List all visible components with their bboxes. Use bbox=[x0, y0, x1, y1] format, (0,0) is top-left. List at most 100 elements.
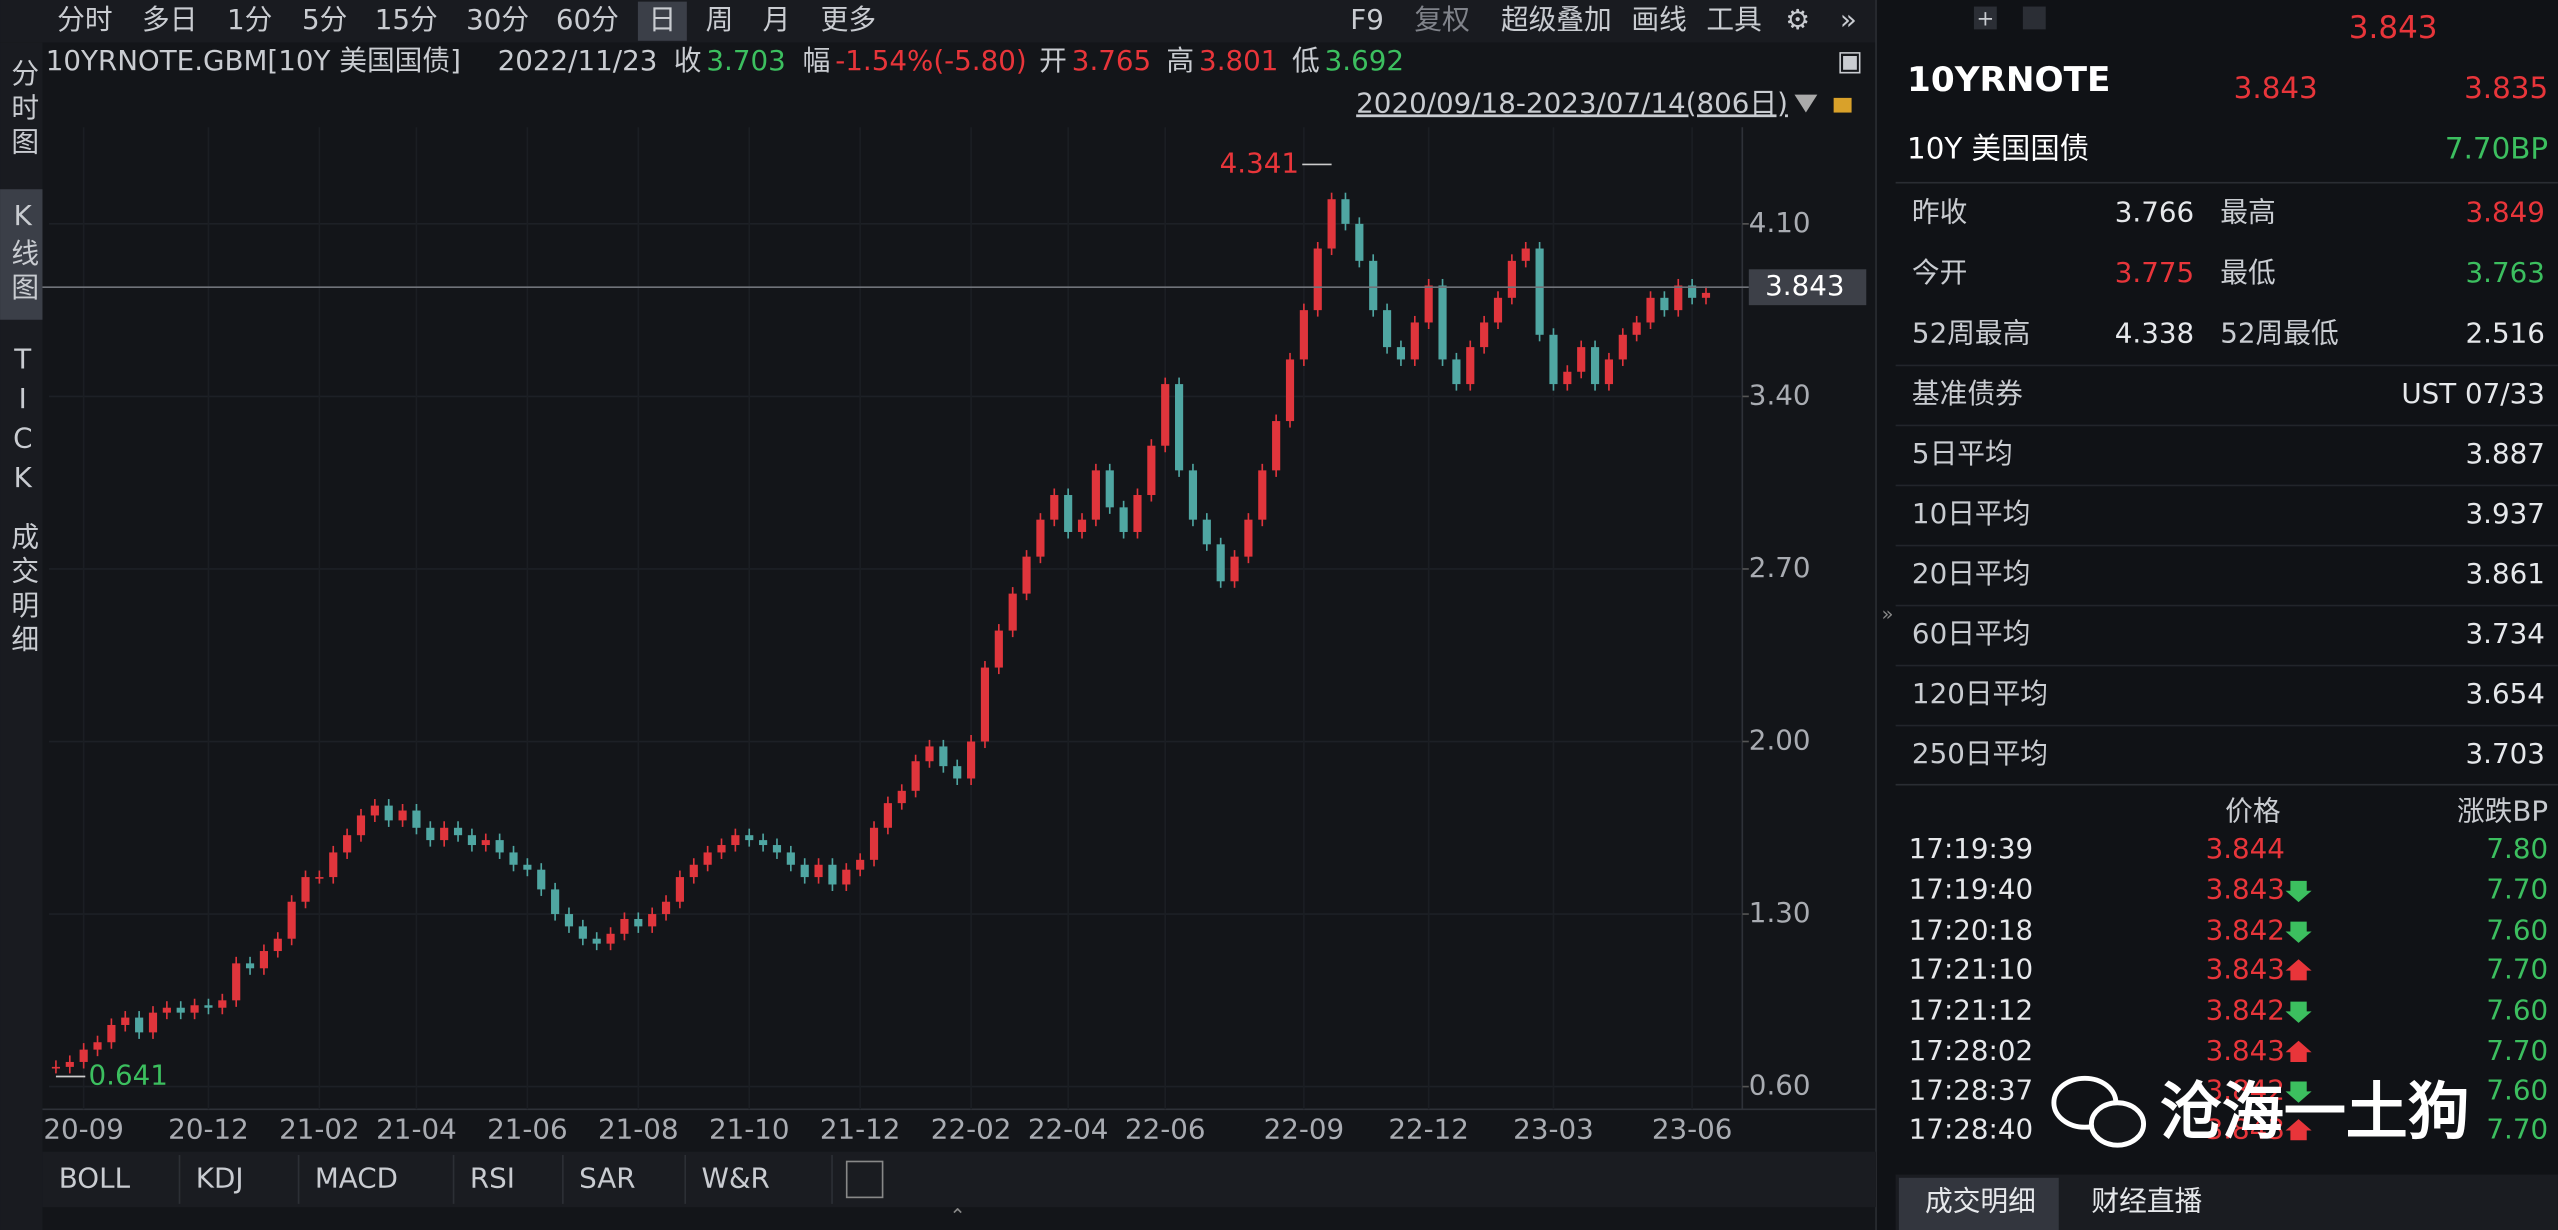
tool-button[interactable]: 画线 bbox=[1631, 3, 1686, 36]
active-tab bbox=[637, 1, 687, 41]
gear-icon[interactable]: ⚙ bbox=[1785, 3, 1810, 36]
down-arrow bbox=[2285, 1001, 2312, 1023]
expand-up[interactable]: ⌃ bbox=[949, 1204, 965, 1227]
candle bbox=[1022, 556, 1031, 594]
period-tab[interactable]: 60分 bbox=[556, 3, 619, 36]
candle bbox=[204, 1005, 213, 1008]
period-tab[interactable]: 多日 bbox=[142, 3, 197, 36]
expand-handle[interactable]: » bbox=[1881, 603, 1893, 626]
tool-button[interactable]: 超级叠加 bbox=[1501, 3, 1612, 36]
panel-symbol: 10YRNOTE bbox=[1907, 60, 2110, 100]
stat-value: 3.766 bbox=[2115, 196, 2194, 229]
candle bbox=[1507, 260, 1516, 298]
candle bbox=[1660, 297, 1669, 311]
range-dropdown[interactable] bbox=[1794, 94, 1818, 113]
x-tick-label: 22-04 bbox=[1028, 1112, 1109, 1145]
side-tab[interactable]: 分时图 bbox=[6, 59, 39, 162]
candle bbox=[1618, 334, 1627, 360]
field-value: 3.692 bbox=[1325, 44, 1404, 77]
candle bbox=[1396, 347, 1406, 360]
indicator-tab[interactable]: SAR bbox=[579, 1161, 635, 1194]
candle bbox=[856, 859, 865, 870]
row-value: 3.734 bbox=[2466, 617, 2545, 650]
indicator-tab[interactable]: W&R bbox=[702, 1161, 770, 1194]
candle bbox=[883, 803, 892, 828]
x-tick-label: 22-06 bbox=[1125, 1112, 1206, 1145]
candle bbox=[939, 746, 948, 767]
row-label: 60日平均 bbox=[1912, 617, 2030, 650]
layout-icon[interactable]: ▣ bbox=[1837, 44, 1863, 77]
candle bbox=[121, 1017, 130, 1025]
period-tab[interactable]: 日 bbox=[649, 3, 677, 36]
tick-bp: 7.70 bbox=[2486, 1112, 2548, 1145]
period-tab[interactable]: 1分 bbox=[227, 3, 272, 36]
stat-value: 4.338 bbox=[2115, 316, 2194, 349]
candle bbox=[731, 835, 740, 846]
indicator-tab[interactable]: MACD bbox=[315, 1161, 398, 1194]
candle bbox=[717, 845, 726, 853]
active-panel-tab bbox=[1898, 1177, 2059, 1230]
period-tab[interactable]: 15分 bbox=[375, 3, 438, 36]
candle bbox=[481, 840, 490, 846]
alert-icon[interactable] bbox=[2022, 6, 2046, 30]
candle bbox=[537, 869, 546, 890]
indicator-tab[interactable]: KDJ bbox=[196, 1161, 244, 1194]
tool-button[interactable]: 复权 bbox=[1414, 3, 1469, 36]
candle bbox=[772, 845, 782, 853]
candle bbox=[1438, 285, 1447, 360]
x-tick-label: 20-09 bbox=[43, 1112, 124, 1145]
tick-time: 17:20:18 bbox=[1909, 913, 2034, 946]
tick-price: 3.843 bbox=[2206, 953, 2285, 986]
tick-bp: 7.60 bbox=[2486, 913, 2548, 946]
candle bbox=[93, 1042, 102, 1050]
period-tab[interactable]: 周 bbox=[706, 3, 734, 36]
candle bbox=[980, 667, 990, 742]
lock-icon[interactable] bbox=[1833, 97, 1852, 113]
active-side-tab bbox=[0, 189, 43, 320]
candle bbox=[1480, 322, 1489, 348]
indicator-tab[interactable]: RSI bbox=[470, 1161, 515, 1194]
row-value: 3.654 bbox=[2466, 677, 2545, 710]
side-tab[interactable]: K线图 bbox=[6, 199, 39, 307]
up-arrow bbox=[2285, 1119, 2312, 1141]
row-label: 10日平均 bbox=[1912, 497, 2030, 530]
indicator-bar bbox=[42, 1151, 1877, 1208]
add-indicator[interactable] bbox=[845, 1160, 884, 1199]
panel-tab[interactable]: 财经直播 bbox=[2091, 1184, 2202, 1217]
candle bbox=[370, 805, 379, 816]
add-glyph: + bbox=[1976, 6, 1994, 31]
x-tick-label: 23-03 bbox=[1513, 1112, 1594, 1145]
candle bbox=[51, 1066, 61, 1069]
side-tab[interactable]: 成交明细 bbox=[6, 522, 39, 659]
tick-time: 17:21:10 bbox=[1909, 953, 2034, 986]
field-value: -1.54%(-5.80) bbox=[835, 44, 1026, 77]
candle bbox=[79, 1049, 88, 1062]
candle bbox=[315, 877, 324, 879]
indicator-tab[interactable]: BOLL bbox=[59, 1161, 131, 1194]
candle bbox=[232, 963, 241, 1001]
stat-label: 昨收 bbox=[1912, 196, 1967, 229]
candle bbox=[675, 877, 684, 902]
add-icon[interactable] bbox=[1973, 6, 1997, 30]
collapse-icon[interactable]: » bbox=[1840, 3, 1857, 36]
y-tick-label: 1.30 bbox=[1749, 896, 1811, 929]
side-tab[interactable]: TICK bbox=[6, 343, 39, 501]
tick-time: 17:28:40 bbox=[1909, 1112, 2034, 1145]
range-label[interactable]: 2020/09/18-2023/07/14(806日) bbox=[1356, 86, 1788, 119]
candle bbox=[1493, 297, 1503, 323]
period-tab[interactable]: 30分 bbox=[466, 3, 529, 36]
y-tick-label: 0.60 bbox=[1749, 1069, 1811, 1102]
down-arrow bbox=[2285, 1081, 2312, 1103]
stat-value: 3.775 bbox=[2115, 256, 2194, 289]
tool-button[interactable]: 工具 bbox=[1706, 3, 1761, 36]
period-tab[interactable]: 更多 bbox=[821, 3, 876, 36]
stat-label: 52周最高 bbox=[1912, 316, 2030, 349]
period-tab[interactable]: 月 bbox=[763, 3, 791, 36]
panel-tab[interactable]: 成交明细 bbox=[1925, 1184, 2036, 1217]
candle bbox=[343, 835, 352, 853]
period-tab[interactable]: 5分 bbox=[302, 3, 347, 36]
tool-button[interactable]: F9 bbox=[1350, 3, 1384, 36]
period-tab[interactable]: 分时 bbox=[57, 3, 112, 36]
candle bbox=[1036, 519, 1045, 557]
ticks-header: 涨跌BP bbox=[2457, 794, 2548, 827]
